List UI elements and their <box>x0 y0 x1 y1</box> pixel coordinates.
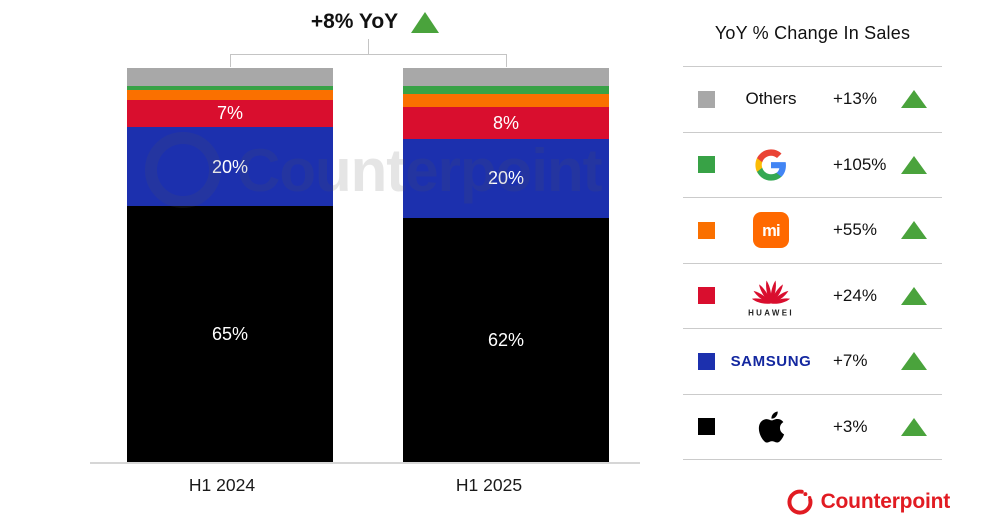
segment-others-h1-2025 <box>403 68 609 86</box>
growth-callout: +8% YoY <box>240 10 510 34</box>
legend-row-apple: +3% <box>683 393 942 460</box>
legend-row-google: +105% <box>683 131 942 198</box>
legend-title: YoY % Change In Sales <box>714 22 911 43</box>
counterpoint-logo: Counterpoint <box>786 488 950 516</box>
segment-xiaomi-h1-2024 <box>127 89 333 100</box>
samsung-color-swatch <box>698 352 715 370</box>
bracket-right-tick <box>505 54 507 67</box>
samsung-wordmark: SAMSUNG <box>730 352 812 370</box>
stacked-bar-h1-2024: 65% 20% 7% <box>127 68 333 462</box>
bracket-stub-line <box>368 39 370 54</box>
up-triangle-icon <box>901 286 927 305</box>
segment-value-label: 20% <box>211 156 249 177</box>
segment-others-h1-2024 <box>127 68 333 86</box>
segment-value-label: 7% <box>216 103 243 124</box>
huawei-change: +24% <box>833 285 877 305</box>
google-logo-icon <box>715 148 827 182</box>
counterpoint-wordmark: Counterpoint <box>820 490 951 513</box>
segment-google-h1-2024 <box>127 85 333 90</box>
google-change: +105% <box>833 154 887 174</box>
up-triangle-icon <box>901 221 927 240</box>
bracket-left-tick <box>230 54 232 67</box>
huawei-color-swatch <box>698 287 715 305</box>
legend-row-huawei: HUAWEI +24% <box>683 262 942 329</box>
huawei-logo-icon: HUAWEI <box>715 272 827 320</box>
x-axis-line <box>90 462 640 464</box>
others-label: Others <box>745 89 797 109</box>
segment-google-h1-2025 <box>403 85 609 94</box>
growth-label: +8% YoY <box>310 10 399 33</box>
google-color-swatch <box>698 156 715 174</box>
segment-value-label: 8% <box>492 113 519 134</box>
legend-panel: YoY % Change In Sales Others +13% +105% <box>683 0 942 460</box>
segment-huawei-h1-2024: 7% <box>127 99 333 128</box>
samsung-change: +7% <box>833 351 868 371</box>
apple-change: +3% <box>833 416 868 436</box>
legend-row-samsung: SAMSUNG +7% <box>683 328 942 394</box>
mi-logo-icon: mi <box>715 212 827 249</box>
segment-xiaomi-h1-2025 <box>403 93 609 108</box>
segment-apple-h1-2025: 62% <box>403 217 609 462</box>
xiaomi-change: +55% <box>833 220 877 240</box>
others-change: +13% <box>833 89 877 109</box>
up-triangle-icon <box>901 155 927 174</box>
x-label-h1-2025: H1 2025 <box>455 475 523 495</box>
segment-value-label: 62% <box>487 329 525 350</box>
up-triangle-icon <box>901 90 927 109</box>
counterpoint-ring-icon <box>787 489 812 515</box>
up-triangle-icon <box>411 11 440 33</box>
apple-color-swatch <box>698 418 715 436</box>
up-triangle-icon <box>901 352 927 371</box>
mi-logo-text: mi <box>762 222 780 240</box>
x-label-h1-2024: H1 2024 <box>188 475 256 495</box>
segment-value-label: 65% <box>211 323 249 344</box>
huawei-wordmark: HUAWEI <box>748 308 794 317</box>
segment-huawei-h1-2025: 8% <box>403 107 609 139</box>
up-triangle-icon <box>901 417 927 436</box>
others-color-swatch <box>698 90 715 108</box>
apple-logo-icon <box>715 410 827 444</box>
legend-row-others: Others +13% <box>683 66 942 132</box>
legend-row-xiaomi: mi +55% <box>683 197 942 263</box>
segment-samsung-h1-2025: 20% <box>403 138 609 218</box>
stacked-bar-h1-2025: 62% 20% 8% <box>403 68 609 462</box>
xiaomi-color-swatch <box>698 221 715 239</box>
segment-samsung-h1-2024: 20% <box>127 127 333 206</box>
segment-value-label: 20% <box>487 168 525 189</box>
bracket-horizontal-line <box>230 54 507 56</box>
segment-apple-h1-2024: 65% <box>127 205 333 462</box>
